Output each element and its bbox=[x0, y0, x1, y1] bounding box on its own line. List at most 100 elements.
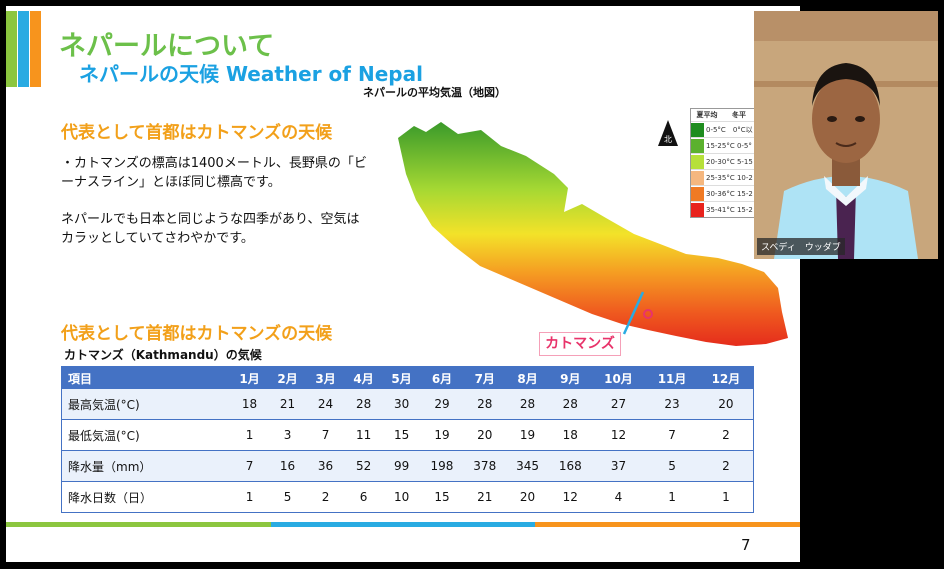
table-cell: 3 bbox=[268, 419, 307, 451]
table-cell: 20 bbox=[698, 389, 754, 420]
table-cell: 36 bbox=[306, 450, 345, 482]
table-cell: 1 bbox=[698, 481, 754, 513]
table-cell: 168 bbox=[548, 450, 592, 482]
table-cell: 11 bbox=[344, 419, 383, 451]
table-header-cell: 7月 bbox=[463, 366, 507, 389]
legend-text: 30-36°C 15-2 bbox=[706, 189, 753, 198]
compass-label: 北 bbox=[664, 135, 672, 144]
legend-text: 15-25°C 0-5° bbox=[706, 141, 752, 150]
table-cell: 7 bbox=[306, 419, 345, 451]
slide-title: ネパールについて bbox=[59, 31, 275, 62]
table-cell: 1 bbox=[230, 481, 269, 513]
table-header-cell: 10月 bbox=[591, 366, 646, 389]
table-header-cell: 1月 bbox=[230, 366, 269, 389]
accent-bar-green bbox=[6, 11, 17, 87]
table-cell: 345 bbox=[506, 450, 549, 482]
accent-bar-orange bbox=[30, 11, 41, 87]
table-cell: 2 bbox=[698, 450, 754, 482]
title-accent-bars bbox=[6, 11, 54, 87]
table-cell: 1 bbox=[230, 419, 269, 451]
table-cell: 10 bbox=[382, 481, 421, 513]
table-cell: 18 bbox=[230, 389, 269, 420]
table-header-cell: 6月 bbox=[420, 366, 464, 389]
legend-text: 25-35°C 10-2 bbox=[706, 173, 753, 182]
table-cell: 4 bbox=[591, 481, 646, 513]
table-cell: 37 bbox=[591, 450, 646, 482]
table-cell: 最低気温(°C) bbox=[61, 419, 231, 451]
table-cell: 5 bbox=[268, 481, 307, 513]
table-cell: 21 bbox=[268, 389, 307, 420]
legend-text: 35-41°C 15-2 bbox=[706, 205, 753, 214]
slide-subtitle: ネパールの天候 Weather of Nepal bbox=[79, 62, 423, 86]
map-title: ネパールの平均気温（地図） bbox=[363, 86, 506, 99]
table-cell: 19 bbox=[420, 419, 464, 451]
table-cell: 降水日数（日） bbox=[61, 481, 231, 513]
legend-swatch bbox=[691, 186, 704, 201]
table-cell: 18 bbox=[548, 419, 592, 451]
north-arrow-icon: 北 bbox=[658, 120, 678, 146]
table-cell: 198 bbox=[420, 450, 464, 482]
nepal-shape bbox=[398, 122, 788, 346]
table-cell: 24 bbox=[306, 389, 345, 420]
paragraph-seasons: ネパールでも日本と同じような四季があり、空気はカラッとしていてさわやかです。 bbox=[61, 212, 360, 246]
table-header-cell: 4月 bbox=[344, 366, 383, 389]
table-cell: 7 bbox=[645, 419, 699, 451]
table-cell: 52 bbox=[344, 450, 383, 482]
legend-swatch bbox=[691, 122, 704, 137]
section-heading-1: 代表として首都はカトマンズの天候 bbox=[61, 123, 333, 143]
participant-name: スベディ ウッダブ bbox=[757, 238, 845, 255]
climate-table-title: カトマンズ（Kathmandu）の気候 bbox=[64, 348, 262, 362]
table-cell: 20 bbox=[463, 419, 507, 451]
table-cell: 23 bbox=[645, 389, 699, 420]
table-cell: 降水量（mm） bbox=[61, 450, 231, 482]
table-cell: 15 bbox=[382, 419, 421, 451]
kathmandu-marker bbox=[643, 309, 653, 319]
kathmandu-pointer-line bbox=[622, 291, 645, 335]
table-cell: 30 bbox=[382, 389, 421, 420]
presentation-slide: ネパールについて ネパールの天候 Weather of Nepal ネパールの平… bbox=[6, 6, 800, 562]
table-cell: 28 bbox=[548, 389, 592, 420]
table-row: 降水量（mm） 7 16 36 52 99 198 378 345 168 37… bbox=[61, 450, 754, 482]
legend-swatch bbox=[691, 138, 704, 153]
legend-swatch bbox=[691, 154, 704, 169]
legend-header-summer: 夏平均 bbox=[696, 111, 718, 119]
table-cell: 7 bbox=[230, 450, 269, 482]
table-cell: 27 bbox=[591, 389, 646, 420]
table-cell: 378 bbox=[463, 450, 507, 482]
footer-bar-blue bbox=[270, 522, 536, 527]
table-row: 降水日数（日） 1 5 2 6 10 15 21 20 12 4 1 1 bbox=[61, 481, 754, 513]
table-cell: 2 bbox=[306, 481, 345, 513]
table-cell: 1 bbox=[645, 481, 699, 513]
kathmandu-label: カトマンズ bbox=[539, 332, 621, 356]
table-cell: 99 bbox=[382, 450, 421, 482]
table-cell: 5 bbox=[645, 450, 699, 482]
table-header-row: 項目 1月 2月 3月 4月 5月 6月 7月 8月 9月 10月 11月 12… bbox=[61, 366, 754, 389]
table-header-cell: 12月 bbox=[698, 366, 754, 389]
table-cell: 21 bbox=[463, 481, 507, 513]
legend-text: 20-30°C 5-15 bbox=[706, 157, 753, 166]
table-header-cell: 項目 bbox=[61, 366, 231, 389]
table-cell: 20 bbox=[506, 481, 549, 513]
legend-text: 0-5°C 0°C以 bbox=[706, 125, 753, 134]
table-header-cell: 8月 bbox=[506, 366, 549, 389]
table-row: 最高気温(°C) 18 21 24 28 30 29 28 28 28 27 2… bbox=[61, 389, 754, 420]
table-header-cell: 5月 bbox=[382, 366, 421, 389]
video-thumbnail[interactable]: スベディ ウッダブ bbox=[754, 11, 938, 259]
table-cell: 12 bbox=[591, 419, 646, 451]
accent-bar-blue bbox=[18, 11, 29, 87]
legend-swatch bbox=[691, 170, 704, 185]
legend-swatch bbox=[691, 202, 704, 217]
temperature-legend: 夏平均 冬平 0-5°C 0°C以 15-25°C 0-5° 20-30°C 5… bbox=[690, 108, 756, 218]
participant-video-image bbox=[754, 11, 938, 259]
table-cell: 15 bbox=[420, 481, 464, 513]
footer-bar-orange bbox=[535, 522, 800, 527]
table-cell: 2 bbox=[698, 419, 754, 451]
table-cell: 28 bbox=[344, 389, 383, 420]
table-header-cell: 2月 bbox=[268, 366, 307, 389]
table-cell: 19 bbox=[506, 419, 549, 451]
table-cell: 12 bbox=[548, 481, 592, 513]
section-heading-2: 代表として首都はカトマンズの天候 bbox=[61, 324, 333, 344]
table-cell: 最高気温(°C) bbox=[61, 389, 231, 420]
footer-color-bar bbox=[6, 522, 800, 527]
nepal-temperature-map bbox=[398, 122, 788, 346]
